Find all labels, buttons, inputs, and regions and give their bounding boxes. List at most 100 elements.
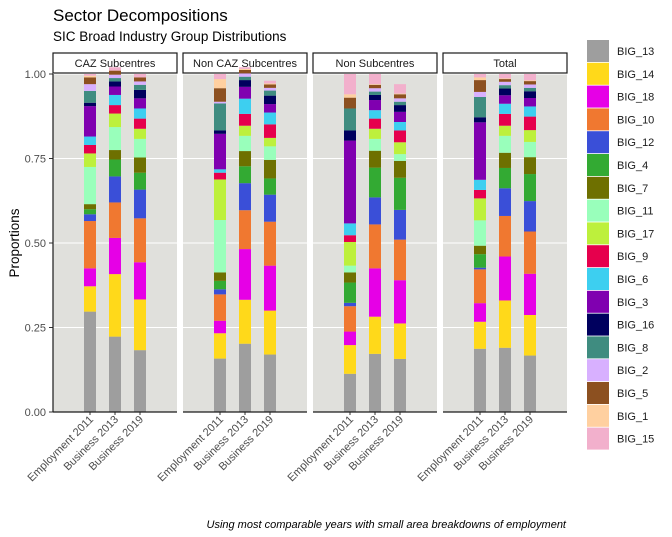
- bar-segment-big_3: [214, 133, 226, 170]
- bar-segment-big_4: [369, 167, 381, 198]
- bar-segment-big_2: [264, 87, 276, 91]
- legend-item-big_6: BIG_6: [587, 268, 648, 290]
- bar-segment-big_4: [394, 177, 406, 210]
- legend-item-big_9: BIG_9: [587, 245, 648, 268]
- bar-segment-big_6: [214, 169, 226, 173]
- bar-segment-big_11: [499, 135, 511, 153]
- legend-label: BIG_3: [617, 297, 648, 309]
- bar-segment-big_4: [239, 166, 251, 184]
- bar-segment-big_6: [344, 223, 356, 236]
- bar-segment-big_1: [394, 93, 406, 95]
- bar-segment-big_6: [499, 103, 511, 114]
- bar-segment-big_8: [109, 78, 121, 82]
- bar-segment-big_13: [394, 358, 406, 412]
- legend-label: BIG_11: [617, 206, 654, 218]
- bar-segment-big_6: [394, 121, 406, 131]
- bar-segment-big_18: [394, 280, 406, 324]
- bar-segment-big_12: [84, 214, 96, 222]
- bar-segment-big_5: [134, 77, 146, 82]
- legend-label: BIG_10: [617, 114, 654, 126]
- bar-segment-big_10: [134, 218, 146, 263]
- bar-segment-big_12: [499, 188, 511, 216]
- bar-segment-big_10: [394, 239, 406, 281]
- bar-segment-big_17: [264, 137, 276, 147]
- legend-label: BIG_16: [617, 320, 654, 332]
- bar-segment-big_13: [109, 336, 121, 412]
- bar-segment-big_2: [474, 91, 486, 97]
- bar-segment-big_11: [474, 220, 486, 246]
- legend-item-big_16: BIG_16: [587, 313, 654, 336]
- bar-segment-big_2: [134, 81, 146, 85]
- bar-segment-big_3: [369, 100, 381, 111]
- legend-item-big_12: BIG_12: [587, 131, 654, 154]
- bar-segment-big_17: [214, 179, 226, 221]
- legend-label: BIG_6: [617, 274, 648, 286]
- bar-segment-big_13: [214, 358, 226, 412]
- bar-segment-big_5: [474, 80, 486, 92]
- bar-segment-big_9: [214, 172, 226, 180]
- bar-segment-big_4: [264, 178, 276, 195]
- bar-segment-big_5: [369, 84, 381, 89]
- bar-segment-big_8: [344, 108, 356, 131]
- bar-segment-big_7: [524, 157, 536, 175]
- bar-segment-big_1: [239, 68, 251, 70]
- bar-segment-big_13: [134, 350, 146, 412]
- legend-key: [587, 176, 609, 199]
- bar-segment-big_8: [264, 90, 276, 96]
- bar-segment-big_1: [344, 94, 356, 98]
- bar-segment-big_2: [524, 84, 536, 88]
- bar-segment-big_17: [239, 125, 251, 136]
- bar-segment-big_15: [474, 74, 486, 78]
- bar-segment-big_15: [109, 67, 121, 71]
- bar-segment-big_13: [84, 311, 96, 412]
- bar-segment-big_3: [499, 95, 511, 104]
- bar-segment-big_11: [84, 166, 96, 205]
- legend-key: [587, 359, 609, 382]
- bar-segment-big_11: [524, 141, 536, 158]
- bar-segment-big_14: [84, 286, 96, 312]
- bar-segment-big_9: [499, 113, 511, 126]
- legend-label: BIG_2: [617, 365, 648, 377]
- bar-segment-big_8: [369, 91, 381, 95]
- facet-strip-label: CAZ Subcentres: [75, 58, 156, 70]
- bar-segment-big_10: [264, 221, 276, 266]
- legend-key: [587, 62, 609, 85]
- bar-segment-big_10: [344, 306, 356, 332]
- bar-segment-big_11: [264, 146, 276, 160]
- legend-item-big_5: BIG_5: [587, 382, 648, 404]
- bar-segment-big_15: [264, 80, 276, 84]
- bar-segment-big_16: [394, 105, 406, 112]
- bar-segment-big_2: [394, 98, 406, 102]
- legend-item-big_8: BIG_8: [587, 336, 648, 359]
- bar-segment-big_14: [369, 316, 381, 354]
- bar-segment-big_17: [524, 130, 536, 142]
- bar-segment-big_16: [474, 117, 486, 123]
- bar-segment-big_13: [264, 354, 276, 412]
- legend-item-big_4: BIG_4: [587, 154, 648, 176]
- legend-key: [587, 427, 609, 450]
- bar-segment-big_12: [344, 302, 356, 307]
- bar-segment-big_4: [524, 174, 536, 202]
- legend-key: [587, 245, 609, 268]
- bar-segment-big_15: [84, 74, 96, 76]
- bar-segment-big_14: [264, 310, 276, 355]
- bar-segment-big_14: [394, 323, 406, 359]
- bar-segment-big_10: [474, 269, 486, 304]
- bar-segment-big_4: [134, 172, 146, 190]
- bar-segment-big_2: [109, 74, 121, 79]
- y-tick-label: 0.25: [25, 323, 46, 335]
- legend-item-big_2: BIG_2: [587, 359, 648, 382]
- bar-segment-big_16: [264, 95, 276, 105]
- legend-item-big_15: BIG_15: [587, 427, 654, 450]
- bar-segment-big_12: [214, 289, 226, 295]
- bar-segment-big_18: [344, 331, 356, 346]
- bar-segment-big_8: [134, 84, 146, 90]
- bar-segment-big_15: [394, 84, 406, 94]
- bar-segment-big_18: [214, 320, 226, 334]
- bar-segment-big_17: [134, 128, 146, 139]
- bar-segment-big_11: [344, 265, 356, 273]
- bar-segment-big_9: [369, 118, 381, 129]
- bar-segment-big_10: [214, 294, 226, 321]
